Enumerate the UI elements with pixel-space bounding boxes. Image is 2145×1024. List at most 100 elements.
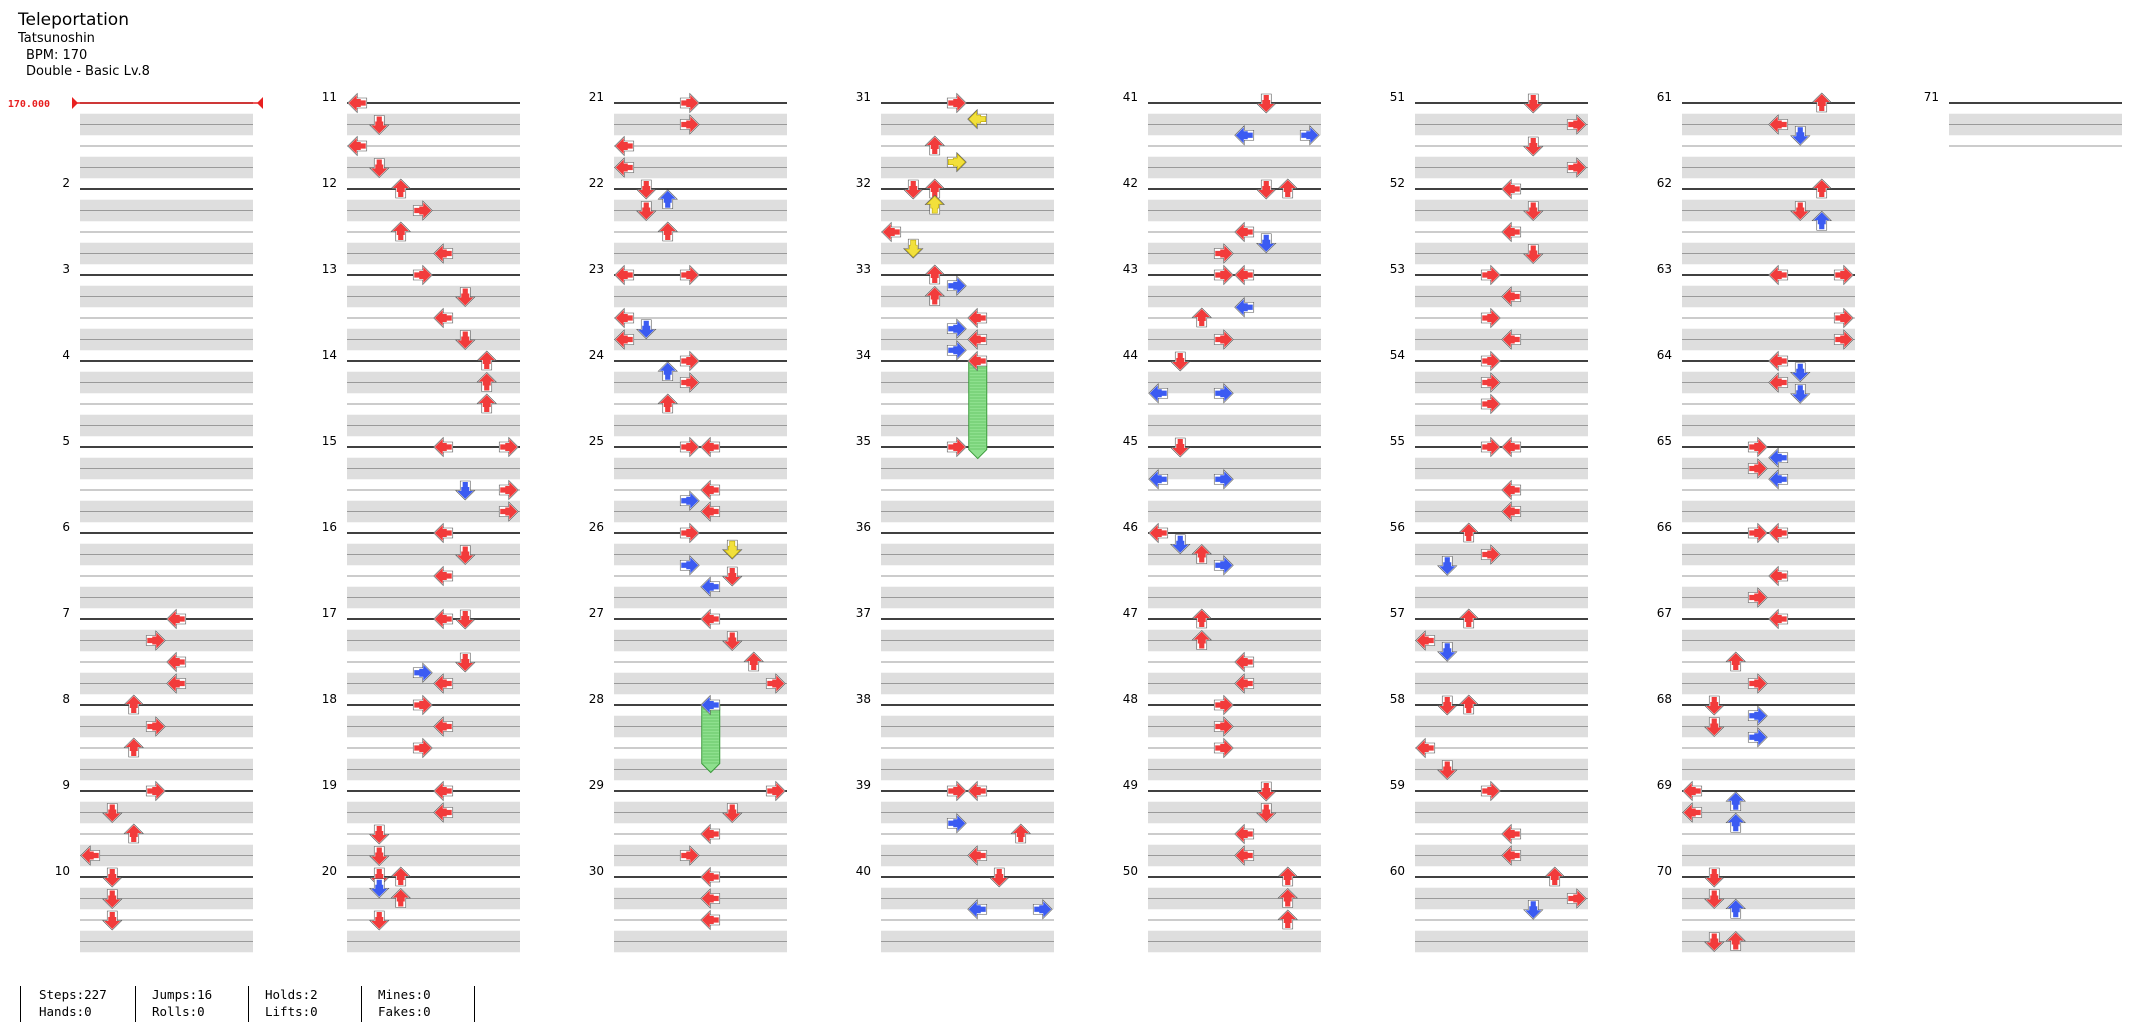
measure-number: 17 (322, 606, 337, 620)
measure-block: 54 (1390, 348, 1588, 437)
measure-block: 36 (856, 520, 1054, 609)
measure-block: 35 (856, 434, 1054, 523)
arrow-fill (1235, 224, 1253, 240)
step-arrow (1032, 899, 1053, 920)
measure-number: 50 (1123, 864, 1138, 878)
step-arrow (700, 576, 721, 597)
arrow-fill (371, 912, 388, 929)
step-arrow (412, 694, 433, 716)
step-arrow (433, 673, 454, 694)
arrow-fill (125, 696, 142, 713)
step-arrow (1790, 362, 1811, 383)
step-arrow (679, 490, 700, 511)
step-arrow (369, 158, 390, 178)
arrow-fill (1279, 911, 1296, 928)
measure-block: 32 (856, 176, 1054, 265)
step-arrow (1811, 210, 1832, 231)
step-arrow (102, 889, 123, 909)
measure-number: 39 (856, 778, 871, 792)
step-arrow (1277, 888, 1298, 908)
step-arrow (1480, 544, 1501, 565)
measure-block: 7 (62, 606, 253, 695)
step-arrow (1415, 737, 1436, 759)
stats-divider (20, 986, 21, 1022)
arrow-fill (104, 912, 121, 929)
arrow-fill (371, 159, 388, 177)
arrow-fill (434, 245, 452, 262)
arrow-fill (1482, 396, 1500, 412)
arrow-fill (1749, 460, 1767, 477)
arrow-fill (1279, 889, 1296, 907)
measure-block: 8 (62, 692, 253, 781)
arrow-fill (1502, 224, 1520, 240)
arrow-fill (615, 310, 633, 326)
measure-number: 52 (1390, 176, 1405, 190)
measure-block: 40 (856, 864, 1054, 953)
measure-number: 11 (322, 90, 337, 104)
arrow-fill (904, 239, 922, 258)
step-arrow (1523, 201, 1544, 221)
arrow-fill (1727, 900, 1744, 918)
arrow-fill (968, 783, 986, 799)
arrow-fill (500, 439, 518, 455)
arrow-fill (1502, 847, 1520, 864)
step-arrow (1833, 264, 1854, 286)
step-arrow (80, 845, 101, 866)
step-arrow (1747, 458, 1768, 479)
step-arrow (1768, 114, 1789, 135)
stat-fakes: Fakes:0 (378, 1004, 431, 1019)
arrow-fill (1482, 310, 1500, 326)
measure-block: 19 (322, 778, 520, 867)
arrow-fill (1172, 353, 1189, 370)
step-arrow (433, 565, 454, 587)
step-arrow (455, 480, 476, 501)
step-arrow (1234, 823, 1255, 845)
arrow-fill (681, 116, 699, 133)
stats-column: Holds:2 Lifts:0 (249, 986, 361, 1022)
measure-number: 61 (1657, 90, 1672, 104)
arrow-fill (723, 540, 741, 559)
measure-block: 71 (1924, 90, 2122, 147)
step-arrow (1725, 812, 1746, 833)
arrow-fill (1502, 288, 1520, 305)
measure-block: 56 (1390, 520, 1588, 609)
arrow-fill (1460, 610, 1477, 627)
measure-block: 49 (1123, 778, 1321, 867)
step-arrow (1566, 157, 1587, 178)
step-arrow (1747, 436, 1768, 458)
arrow-fill (948, 277, 966, 294)
step-arrow (679, 114, 700, 135)
arrow-fill (125, 739, 142, 756)
arrow-fill (1149, 385, 1167, 402)
step-arrow (1234, 297, 1255, 318)
step-arrow (679, 92, 700, 114)
arrow-fill (1525, 901, 1542, 919)
stat-steps: Steps:227 (39, 987, 107, 1002)
measure-block: 31 (856, 90, 1054, 179)
arrow-fill (701, 482, 719, 498)
arrow-fill (1235, 847, 1253, 864)
measure-number: 5 (62, 434, 70, 448)
step-arrow (1458, 608, 1479, 629)
step-arrow (946, 780, 967, 802)
step-arrow (102, 803, 123, 823)
step-arrow (412, 737, 433, 759)
arrow-fill (1482, 783, 1500, 799)
measure-block: 2 (62, 176, 253, 265)
measure-number: 9 (62, 778, 70, 792)
arrow-fill (681, 557, 699, 574)
step-arrow (476, 393, 497, 414)
step-arrow (123, 694, 144, 715)
step-arrow (946, 92, 967, 114)
step-arrow (903, 238, 924, 259)
arrow-fill (1482, 546, 1500, 563)
measure-block: 22 (589, 176, 787, 265)
step-arrow (1725, 651, 1746, 672)
arrow-fill (968, 331, 986, 348)
measure-number: 60 (1390, 864, 1405, 878)
arrow-fill (478, 373, 495, 391)
step-arrow (369, 910, 390, 931)
measure-number: 43 (1123, 262, 1138, 276)
arrow-fill (434, 718, 452, 735)
step-arrow (1768, 565, 1789, 587)
